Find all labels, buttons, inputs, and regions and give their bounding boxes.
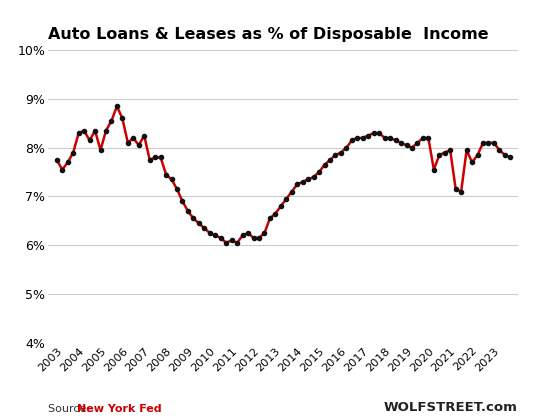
Point xyxy=(200,225,209,232)
Point xyxy=(96,147,105,153)
Point xyxy=(118,115,127,122)
Point xyxy=(69,149,77,156)
Point xyxy=(370,130,378,136)
Point xyxy=(451,186,460,192)
Point xyxy=(91,127,99,134)
Point xyxy=(167,176,176,183)
Point xyxy=(282,196,290,202)
Point xyxy=(85,137,94,144)
Point xyxy=(255,234,263,241)
Point xyxy=(101,127,110,134)
Point xyxy=(293,181,302,188)
Point xyxy=(74,130,83,136)
Point xyxy=(490,140,498,146)
Point xyxy=(484,140,493,146)
Point xyxy=(145,156,154,163)
Point xyxy=(140,132,148,139)
Point xyxy=(446,147,454,153)
Text: Auto Loans & Leases as % of Disposable  Income: Auto Loans & Leases as % of Disposable I… xyxy=(48,27,489,42)
Point xyxy=(113,103,121,110)
Point xyxy=(429,166,438,173)
Point xyxy=(336,149,345,156)
Point xyxy=(227,237,236,244)
Point xyxy=(419,135,427,141)
Point xyxy=(407,144,416,151)
Point xyxy=(413,140,422,146)
Text: New York Fed: New York Fed xyxy=(77,404,162,414)
Point xyxy=(189,215,198,222)
Point xyxy=(123,140,132,146)
Point xyxy=(80,127,89,134)
Point xyxy=(172,186,181,192)
Point xyxy=(287,188,296,195)
Point xyxy=(277,203,285,209)
Point xyxy=(211,232,219,239)
Point xyxy=(271,210,280,217)
Point xyxy=(468,159,476,166)
Point xyxy=(320,161,329,168)
Point xyxy=(184,208,192,214)
Point xyxy=(178,198,187,205)
Point xyxy=(506,154,515,161)
Point xyxy=(249,234,258,241)
Point xyxy=(233,240,241,246)
Point xyxy=(397,140,405,146)
Point xyxy=(424,135,433,141)
Point xyxy=(342,144,351,151)
Point xyxy=(162,171,170,178)
Point xyxy=(391,137,400,144)
Point xyxy=(331,152,340,158)
Point xyxy=(375,130,383,136)
Text: WOLFSTREET.com: WOLFSTREET.com xyxy=(384,401,518,414)
Point xyxy=(462,147,471,153)
Point xyxy=(194,220,203,227)
Point xyxy=(435,152,444,158)
Text: Source:: Source: xyxy=(48,404,93,414)
Point xyxy=(107,117,116,124)
Point xyxy=(495,147,504,153)
Point xyxy=(135,142,143,148)
Point xyxy=(358,135,367,141)
Point xyxy=(265,215,274,222)
Point xyxy=(364,132,373,139)
Point xyxy=(299,178,307,185)
Point xyxy=(402,142,411,148)
Point xyxy=(58,166,67,173)
Point xyxy=(238,232,247,239)
Point xyxy=(206,229,214,236)
Point xyxy=(216,234,225,241)
Point xyxy=(64,159,72,166)
Point xyxy=(315,169,324,176)
Point xyxy=(260,229,269,236)
Point xyxy=(52,156,61,163)
Point xyxy=(353,135,362,141)
Point xyxy=(473,152,482,158)
Point xyxy=(129,135,138,141)
Point xyxy=(244,229,253,236)
Point xyxy=(386,135,395,141)
Point xyxy=(348,137,356,144)
Point xyxy=(309,173,318,180)
Point xyxy=(222,240,231,246)
Point xyxy=(326,156,334,163)
Point xyxy=(380,135,389,141)
Point xyxy=(457,188,466,195)
Point xyxy=(500,152,509,158)
Point xyxy=(304,176,312,183)
Point xyxy=(479,140,488,146)
Point xyxy=(151,154,160,161)
Point xyxy=(441,149,449,156)
Point xyxy=(156,154,165,161)
